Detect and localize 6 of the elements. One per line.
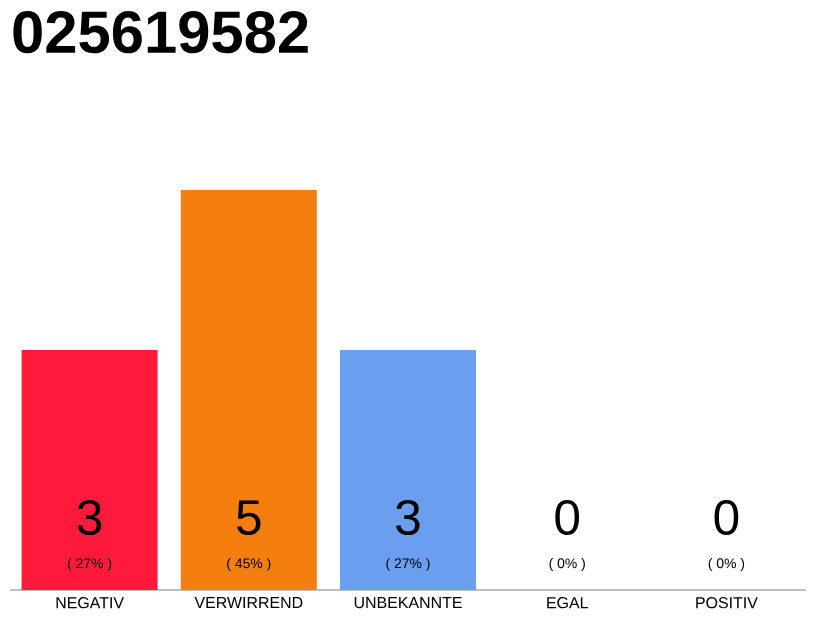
data-label: 5: [237, 500, 261, 535]
data-label: 3: [77, 499, 102, 535]
data-label: 0: [555, 499, 580, 535]
data-label: 3: [396, 499, 420, 535]
chart-title: 025619582: [13, 11, 308, 54]
data-label: 0: [714, 499, 739, 535]
